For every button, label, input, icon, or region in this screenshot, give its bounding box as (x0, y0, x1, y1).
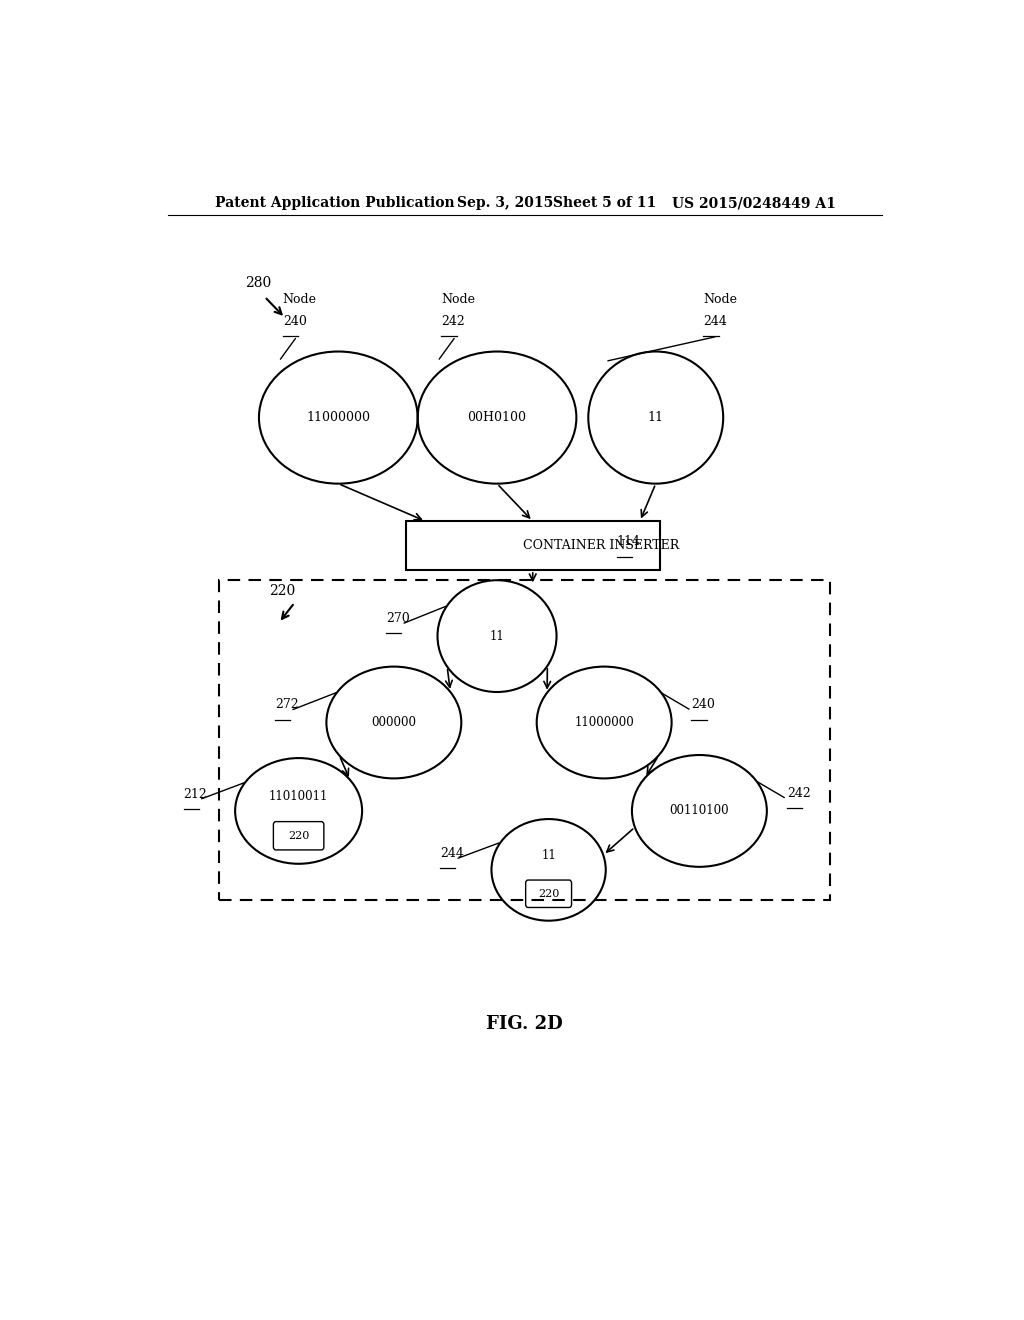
Text: Node: Node (283, 293, 316, 306)
Text: 272: 272 (274, 698, 298, 711)
Text: Sheet 5 of 11: Sheet 5 of 11 (553, 197, 655, 210)
Text: Sep. 3, 2015: Sep. 3, 2015 (458, 197, 554, 210)
Text: Patent Application Publication: Patent Application Publication (215, 197, 455, 210)
Text: 11000000: 11000000 (306, 411, 371, 424)
Text: 11: 11 (542, 849, 556, 862)
Text: 242: 242 (786, 787, 810, 800)
Text: 220: 220 (538, 888, 559, 899)
Text: 270: 270 (386, 612, 410, 624)
Text: 242: 242 (441, 315, 465, 327)
Text: 244: 244 (440, 847, 464, 861)
Text: 00H0100: 00H0100 (468, 411, 526, 424)
Text: Node: Node (441, 293, 475, 306)
Text: 280: 280 (246, 276, 271, 290)
Text: CONTAINER INSERTER: CONTAINER INSERTER (523, 539, 683, 552)
Text: 244: 244 (703, 315, 727, 327)
Text: 00110100: 00110100 (670, 804, 729, 817)
Text: US 2015/0248449 A1: US 2015/0248449 A1 (672, 197, 836, 210)
Text: 212: 212 (183, 788, 207, 800)
Text: FIG. 2D: FIG. 2D (486, 1015, 563, 1034)
Text: 11: 11 (648, 411, 664, 424)
Text: 240: 240 (691, 698, 716, 711)
Text: Node: Node (703, 293, 737, 306)
Text: 000000: 000000 (372, 715, 417, 729)
Text: 11: 11 (489, 630, 505, 643)
Text: 114: 114 (616, 536, 641, 549)
Text: 220: 220 (288, 830, 309, 841)
Text: 220: 220 (269, 585, 296, 598)
Text: 240: 240 (283, 315, 306, 327)
Text: 11000000: 11000000 (574, 715, 634, 729)
Text: 11010011: 11010011 (269, 789, 329, 803)
